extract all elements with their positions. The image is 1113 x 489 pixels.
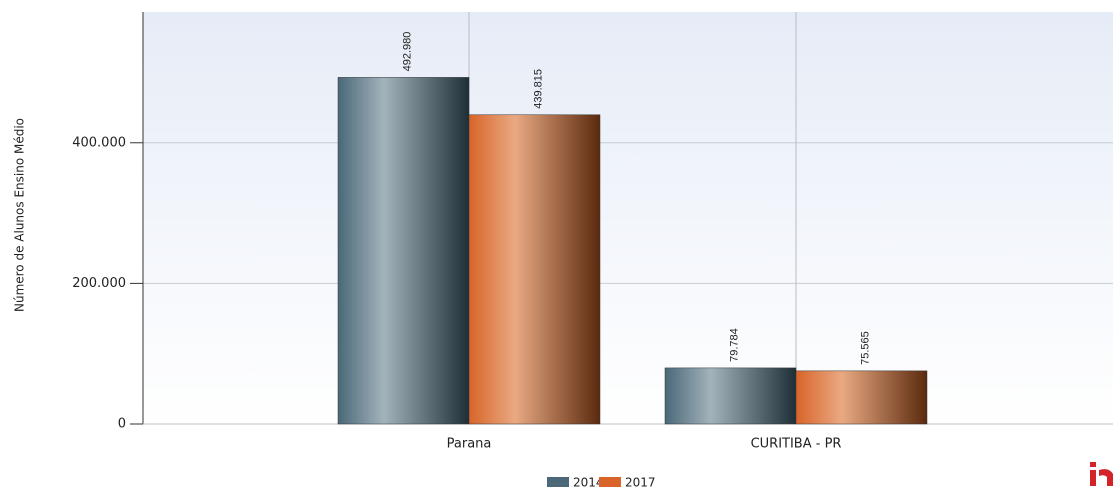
x-tick-label: Parana: [447, 437, 492, 452]
logo: [1090, 462, 1113, 486]
bar: [337, 77, 470, 425]
value-label: 75.565: [859, 331, 871, 365]
value-label: 79.784: [728, 328, 740, 362]
legend-label: 2014: [573, 476, 604, 489]
legend-label: 2017: [625, 476, 656, 489]
legend-swatch: [599, 477, 621, 487]
value-label: 439.815: [532, 69, 544, 109]
x-tick-label: CURITIBA - PR: [751, 437, 842, 452]
y-tick-label: 200.000: [72, 276, 126, 291]
bar: [468, 114, 601, 425]
y-tick-label: 0: [118, 417, 126, 432]
legend-swatch: [547, 477, 569, 487]
plot-area: [143, 12, 1113, 424]
bar: [795, 370, 928, 425]
bar: [664, 367, 797, 425]
value-label: 492.980: [401, 32, 413, 72]
y-axis-title: Número de Alunos Ensino Médio: [13, 118, 27, 312]
y-tick-label: 400.000: [72, 135, 126, 150]
